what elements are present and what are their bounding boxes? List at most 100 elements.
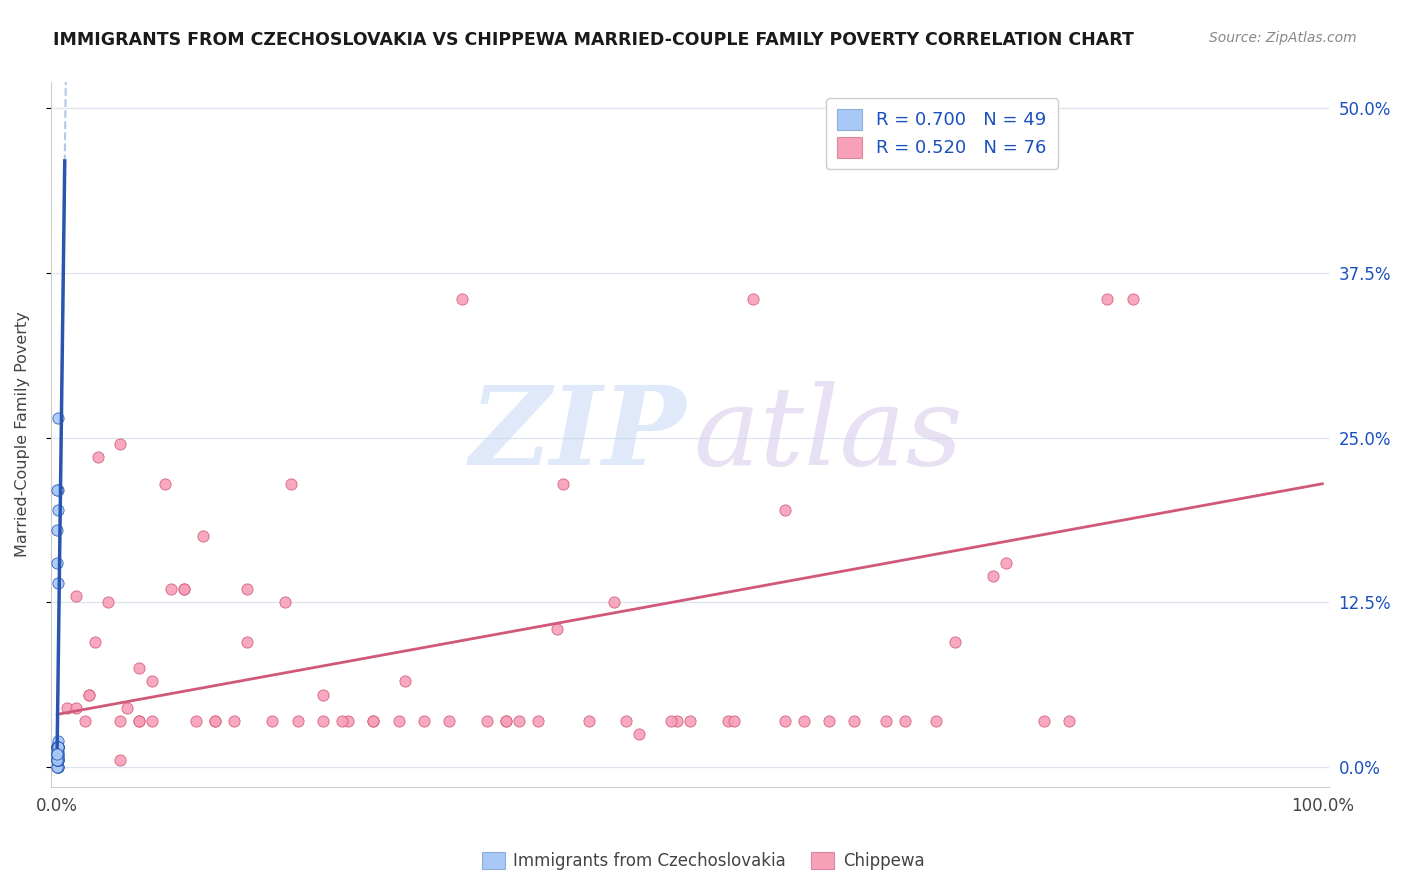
Point	[141, 674, 163, 689]
Point	[818, 714, 841, 728]
Point	[191, 529, 214, 543]
Point	[439, 714, 461, 728]
Point	[508, 714, 530, 728]
Point	[110, 754, 132, 768]
Point	[46, 754, 69, 768]
Point	[46, 747, 69, 761]
Point	[46, 740, 69, 755]
Point	[894, 714, 917, 728]
Point	[65, 700, 87, 714]
Point	[388, 714, 411, 728]
Point	[451, 293, 474, 307]
Point	[46, 760, 69, 774]
Point	[160, 582, 183, 597]
Point	[46, 747, 69, 761]
Point	[312, 688, 335, 702]
Point	[46, 740, 69, 755]
Point	[603, 595, 626, 609]
Point	[46, 747, 69, 761]
Point	[46, 556, 69, 570]
Point	[280, 476, 302, 491]
Point	[46, 760, 69, 774]
Point	[274, 595, 297, 609]
Point	[495, 714, 517, 728]
Point	[173, 582, 195, 597]
Point	[46, 760, 69, 774]
Point	[945, 635, 967, 649]
Point	[46, 503, 69, 517]
Point	[46, 754, 69, 768]
Point	[46, 747, 69, 761]
Point	[1122, 293, 1144, 307]
Point	[46, 754, 69, 768]
Point	[46, 740, 69, 755]
Point	[925, 714, 948, 728]
Point	[46, 740, 69, 755]
Point	[46, 523, 69, 537]
Point	[153, 476, 176, 491]
Point	[46, 483, 69, 498]
Point	[337, 714, 360, 728]
Text: atlas: atlas	[693, 381, 963, 488]
Point	[793, 714, 815, 728]
Point	[46, 740, 69, 755]
Point	[46, 740, 69, 755]
Point	[128, 714, 150, 728]
Point	[46, 483, 69, 498]
Point	[413, 714, 436, 728]
Point	[875, 714, 897, 728]
Point	[186, 714, 208, 728]
Point	[46, 733, 69, 747]
Point	[46, 747, 69, 761]
Point	[1033, 714, 1056, 728]
Point	[773, 503, 796, 517]
Point	[236, 635, 259, 649]
Point	[173, 582, 195, 597]
Point	[983, 569, 1005, 583]
Point	[56, 700, 79, 714]
Point	[679, 714, 702, 728]
Point	[46, 760, 69, 774]
Point	[1097, 293, 1119, 307]
Point	[73, 714, 96, 728]
Point	[46, 760, 69, 774]
Point	[46, 740, 69, 755]
Point	[616, 714, 638, 728]
Point	[995, 556, 1018, 570]
Point	[46, 747, 69, 761]
Point	[477, 714, 499, 728]
Legend: R = 0.700   N = 49, R = 0.520   N = 76: R = 0.700 N = 49, R = 0.520 N = 76	[825, 98, 1057, 169]
Point	[46, 740, 69, 755]
Legend: Immigrants from Czechoslovakia, Chippewa: Immigrants from Czechoslovakia, Chippewa	[475, 845, 931, 877]
Point	[46, 749, 69, 764]
Point	[46, 740, 69, 755]
Point	[46, 754, 69, 768]
Y-axis label: Married-Couple Family Poverty: Married-Couple Family Poverty	[15, 311, 30, 558]
Point	[224, 714, 246, 728]
Point	[204, 714, 226, 728]
Text: Source: ZipAtlas.com: Source: ZipAtlas.com	[1209, 31, 1357, 45]
Point	[527, 714, 550, 728]
Point	[312, 714, 335, 728]
Point	[262, 714, 284, 728]
Point	[628, 727, 651, 741]
Point	[46, 740, 69, 755]
Point	[46, 740, 69, 755]
Point	[742, 293, 765, 307]
Point	[236, 582, 259, 597]
Point	[110, 714, 132, 728]
Point	[46, 740, 69, 755]
Point	[204, 714, 226, 728]
Point	[86, 450, 108, 465]
Point	[287, 714, 309, 728]
Text: ZIP: ZIP	[470, 381, 686, 488]
Point	[46, 749, 69, 764]
Point	[363, 714, 385, 728]
Point	[394, 674, 416, 689]
Point	[844, 714, 866, 728]
Point	[495, 714, 517, 728]
Point	[65, 589, 87, 603]
Point	[115, 700, 138, 714]
Point	[773, 714, 796, 728]
Point	[84, 635, 107, 649]
